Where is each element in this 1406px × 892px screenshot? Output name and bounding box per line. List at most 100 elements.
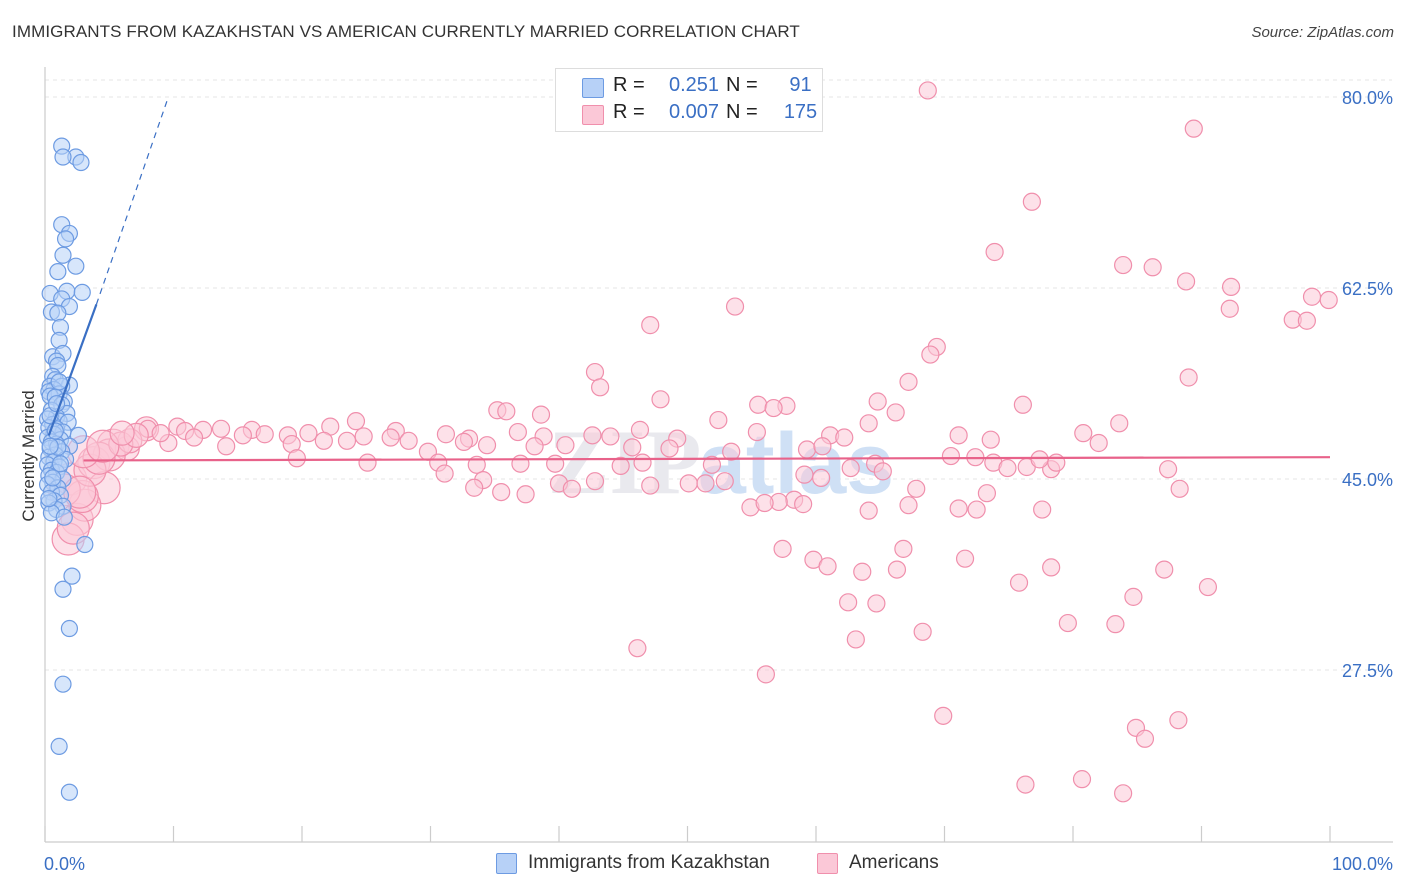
american-point (949, 499, 968, 518)
american-point (985, 242, 1004, 262)
americans-swatch (582, 105, 604, 125)
y-axis-label: Currently Married (19, 390, 38, 521)
american-point (1047, 453, 1066, 472)
american-point (211, 419, 231, 438)
american-point (641, 316, 660, 335)
kazakhstan-point (54, 246, 72, 264)
american-point (1170, 479, 1189, 498)
american-point (299, 424, 318, 443)
american-point (867, 594, 886, 613)
american-point (233, 426, 252, 445)
american-point (859, 414, 878, 433)
kazakhstan-point (76, 535, 94, 554)
american-point (679, 474, 698, 493)
american-point (184, 428, 204, 447)
american-point (1158, 460, 1178, 479)
american-point (435, 464, 454, 483)
american-point (641, 476, 660, 495)
americans-legend-swatch (817, 853, 838, 874)
american-point (887, 560, 907, 579)
american-point (846, 630, 865, 649)
y-tick-label: 80.0% (1342, 88, 1393, 108)
american-point (839, 593, 858, 612)
kazakhstan-point (56, 230, 75, 248)
american-point (1058, 613, 1077, 633)
y-tick-label: 62.5% (1342, 279, 1393, 299)
american-point (764, 398, 783, 418)
american-point (1013, 395, 1032, 414)
american-point (899, 372, 918, 391)
american-point (399, 431, 418, 450)
american-point (516, 485, 535, 504)
kazakhstan-point (40, 490, 58, 508)
american-point (998, 458, 1017, 478)
x-tick-labels: 0.0% 100.0% (44, 854, 1393, 874)
american-point (1297, 311, 1316, 330)
american-point (696, 474, 715, 493)
american-point (749, 395, 768, 414)
american-point (1114, 255, 1133, 275)
american-point (611, 456, 630, 476)
american-point (436, 425, 456, 444)
american-point (773, 539, 792, 558)
american-point (508, 422, 527, 442)
kazakhstan-point (73, 283, 91, 301)
american-point (1155, 560, 1174, 579)
r-value: 0.251 (668, 74, 720, 96)
kazakhstan-point (54, 580, 72, 598)
kazakhstan-swatch (582, 78, 604, 98)
kazakhstan-point (60, 619, 79, 638)
american-point (591, 378, 610, 397)
american-point (981, 430, 1000, 449)
american-point (1022, 192, 1041, 211)
american-point (525, 437, 544, 456)
american-point (725, 297, 745, 316)
american-point (623, 438, 642, 457)
chart-title: IMMIGRANTS FROM KAZAKHSTAN VS AMERICAN C… (12, 22, 800, 41)
kazakhstan-point (54, 148, 72, 166)
american-point (859, 501, 878, 520)
american-point (1319, 290, 1338, 310)
american-point (531, 405, 551, 424)
kazakhstan-point (60, 783, 79, 801)
american-point (894, 539, 913, 558)
kazakhstan-point (50, 373, 68, 391)
american-point (886, 403, 905, 422)
kazakhstan-point (50, 737, 68, 756)
american-point (1016, 775, 1035, 794)
american-point (795, 465, 814, 484)
american-point (454, 432, 474, 451)
american-point (715, 472, 734, 491)
american-point (314, 431, 333, 450)
american-point (1221, 277, 1241, 297)
american-point (941, 446, 961, 466)
american-point (511, 454, 530, 473)
american-point (1110, 414, 1129, 433)
legend-label: Americans (849, 852, 939, 873)
american-point (217, 437, 236, 456)
kazakhstan-legend-swatch (496, 853, 517, 874)
american-point (747, 422, 766, 442)
american-point (907, 479, 926, 498)
american-point (630, 420, 650, 439)
kazakhstan-trend-extension (95, 96, 169, 305)
american-point (1169, 711, 1188, 730)
n-value: 175 (783, 101, 818, 123)
american-point (651, 390, 670, 409)
american-point (546, 454, 565, 473)
american-point (1135, 729, 1155, 748)
n-label: N = (726, 74, 758, 96)
american-point (921, 345, 940, 364)
kazakhstan-point (51, 455, 70, 473)
r-label: R = (613, 74, 645, 96)
kazakhstan-point (49, 304, 67, 322)
american-point (1302, 287, 1322, 306)
american-point (934, 706, 953, 725)
american-point (812, 468, 831, 488)
american-point (660, 439, 679, 458)
kazakhstan-point (67, 257, 85, 275)
american-point (1033, 500, 1052, 519)
american-point (628, 639, 647, 658)
kazakhstan-trend-line (47, 303, 98, 436)
